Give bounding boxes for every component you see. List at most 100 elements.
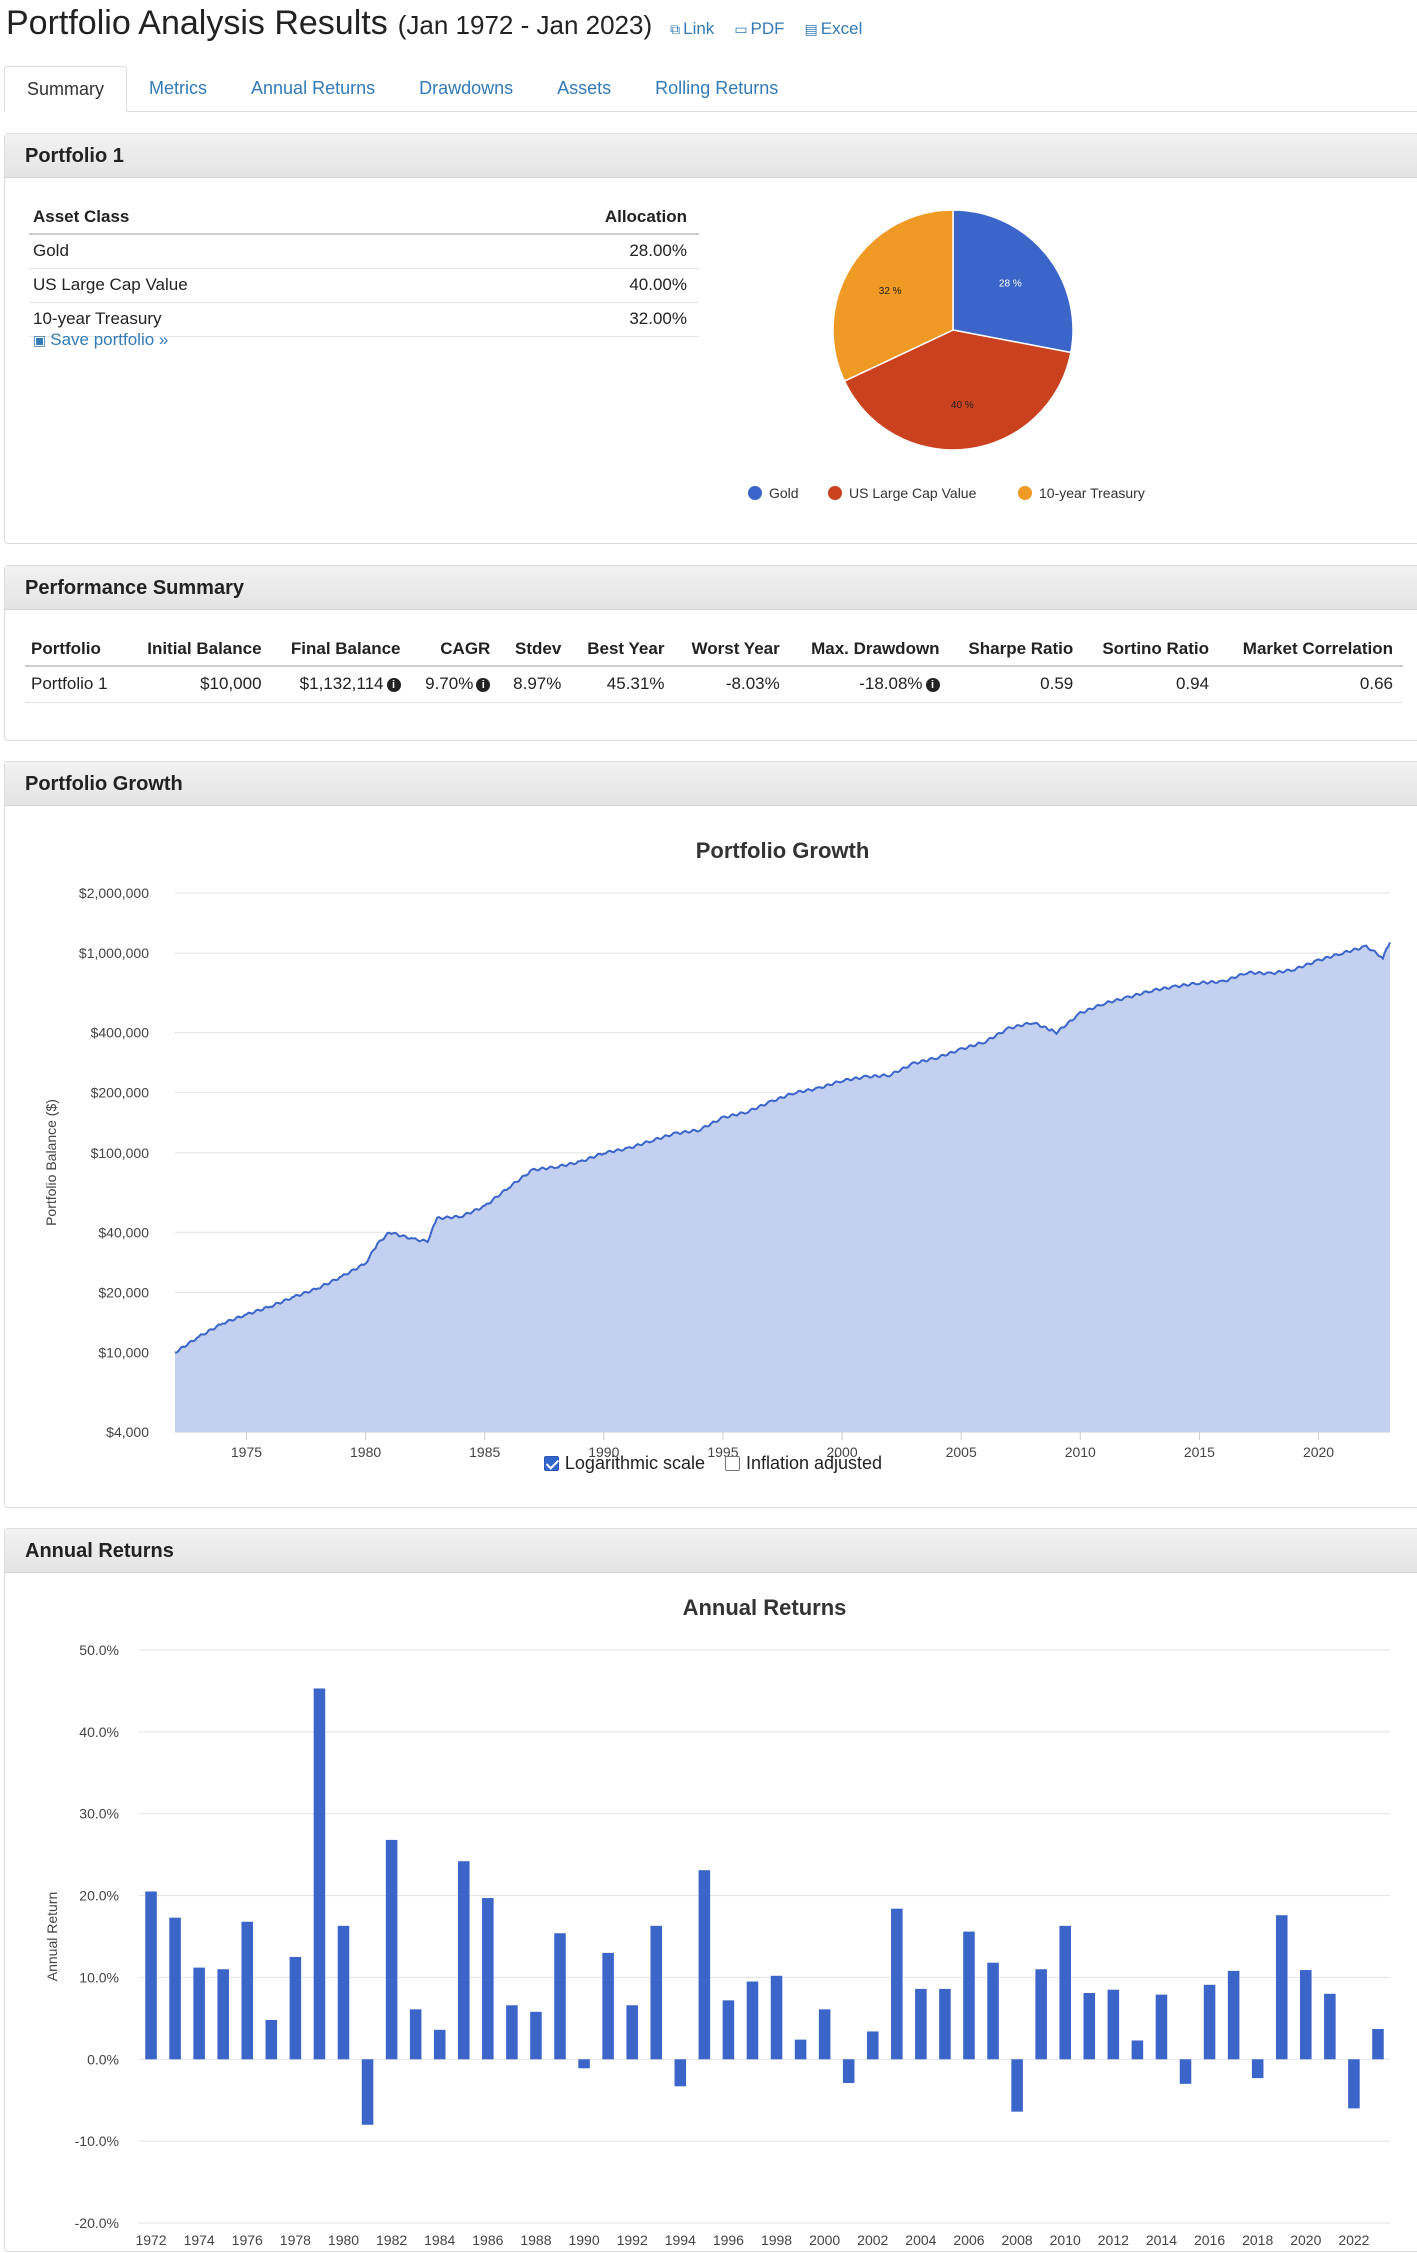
x-tick-label: 2014: [1146, 2232, 1177, 2248]
annual-return-bar[interactable]: [1131, 2040, 1144, 2060]
asset-allocation: 32.00%: [446, 302, 699, 337]
log-scale-checkbox[interactable]: Logarithmic scale: [543, 1453, 705, 1474]
annual-return-bar[interactable]: [217, 1969, 229, 2060]
annual-return-bar[interactable]: [722, 2000, 735, 2060]
annual-return-bar[interactable]: [1372, 2028, 1384, 2060]
x-tick-label: 2020: [1290, 2232, 1321, 2248]
annual-return-bar[interactable]: [1011, 2059, 1023, 2112]
pie-slice: [832, 209, 954, 383]
annual-return-bar[interactable]: [193, 1967, 205, 2060]
col-stdev: Stdev: [500, 632, 572, 667]
tab-metrics[interactable]: Metrics: [149, 78, 208, 98]
annual-return-bar[interactable]: [145, 1891, 157, 2060]
save-portfolio-link[interactable]: ▣ Save portfolio »: [33, 330, 169, 349]
x-tick-label: 1975: [231, 1444, 262, 1458]
annual-return-bar[interactable]: [313, 1688, 326, 2060]
annual-return-bar[interactable]: [746, 1981, 759, 2060]
annual-return-bar[interactable]: [361, 2059, 374, 2125]
legend-label[interactable]: US Large Cap Value: [849, 485, 977, 501]
annual-return-bar[interactable]: [891, 1908, 903, 2060]
x-tick-label: 1988: [520, 2232, 551, 2248]
legend-label[interactable]: 10-year Treasury: [1039, 485, 1145, 501]
x-tick-label: 1972: [135, 2232, 166, 2248]
annual-return-bar[interactable]: [1203, 1984, 1216, 2060]
annual-return-bar[interactable]: [265, 2019, 278, 2060]
inflation-adjusted-checkbox[interactable]: Inflation adjusted: [724, 1453, 882, 1474]
y-tick-label: $200,000: [91, 1085, 150, 1101]
annual-return-bar[interactable]: [1275, 1915, 1288, 2060]
annual-return-bar[interactable]: [698, 1870, 711, 2060]
info-icon[interactable]: i: [925, 677, 940, 692]
table-row: Gold 28.00%: [29, 234, 699, 269]
tab-assets[interactable]: Assets: [557, 78, 612, 98]
annual-return-bar[interactable]: [458, 1861, 470, 2060]
annual-return-bar[interactable]: [1324, 1993, 1336, 2060]
annual-return-bar[interactable]: [385, 1839, 398, 2060]
annual-return-bar[interactable]: [794, 2039, 807, 2060]
tab-drawdowns[interactable]: Drawdowns: [419, 78, 514, 98]
col-cagr: CAGR: [410, 632, 501, 667]
annual-return-bar[interactable]: [1227, 1970, 1240, 2060]
annual-return-bar[interactable]: [770, 1975, 783, 2060]
growth-panel: Portfolio Growth Portfolio Growth $2,000,…: [4, 761, 1417, 1508]
max-drawdown-cell: -18.08% i: [789, 666, 950, 703]
asset-name: Gold: [29, 234, 447, 269]
tab-annual-returns[interactable]: Annual Returns: [251, 78, 376, 98]
annual-return-bar[interactable]: [482, 1898, 494, 2060]
annual-return-bar[interactable]: [409, 2009, 422, 2060]
annual-return-bar[interactable]: [866, 2031, 879, 2060]
link-button[interactable]: ⧉ Link: [670, 19, 715, 38]
annual-return-bar[interactable]: [650, 1925, 663, 2060]
annual-return-bar[interactable]: [1348, 2059, 1360, 2109]
annual-return-bar[interactable]: [987, 1962, 999, 2060]
sortino-ratio: 0.94: [1083, 666, 1220, 703]
annual-return-bar[interactable]: [433, 2029, 446, 2060]
annual-return-bar[interactable]: [1059, 1925, 1071, 2060]
annual-return-bar[interactable]: [1107, 1989, 1120, 2060]
pdf-button[interactable]: ▭ PDF: [734, 19, 785, 38]
col-best-year: Best Year: [571, 632, 675, 667]
pie-slice-label: 32 %: [879, 286, 902, 297]
annual-return-bar[interactable]: [578, 2059, 590, 2069]
info-icon[interactable]: i: [476, 677, 491, 692]
export-links: ⧉ Link ▭ PDF ▤ Excel: [670, 19, 862, 39]
annual-return-bar[interactable]: [169, 1917, 181, 2060]
annual-return-bar[interactable]: [1251, 2059, 1264, 2079]
annual-return-bar[interactable]: [915, 1988, 927, 2060]
annual-return-bar[interactable]: [1179, 2059, 1192, 2084]
annual-return-bar[interactable]: [337, 1925, 350, 2060]
annual-return-bar[interactable]: [842, 2059, 855, 2084]
annual-return-bar[interactable]: [674, 2059, 687, 2087]
annual-return-bar[interactable]: [1300, 1970, 1312, 2060]
annual-return-bar[interactable]: [602, 1952, 614, 2060]
tab-summary[interactable]: Summary: [4, 66, 128, 112]
annual-return-bar[interactable]: [818, 2009, 831, 2060]
annual-return-bar[interactable]: [939, 1988, 951, 2060]
annual-return-bar[interactable]: [963, 1931, 975, 2060]
annual-return-bar[interactable]: [626, 2005, 638, 2060]
asset-name: 10-year Treasury: [29, 302, 447, 337]
info-icon[interactable]: i: [386, 677, 401, 692]
annual-return-bar[interactable]: [530, 2011, 542, 2060]
asset-class-header: Asset Class: [29, 200, 447, 235]
checkbox-unchecked-icon: [724, 1456, 740, 1471]
legend-label[interactable]: Gold: [769, 485, 799, 501]
excel-button[interactable]: ▤ Excel: [804, 19, 863, 38]
x-tick-label: 1976: [232, 2232, 263, 2248]
x-tick-label: 2000: [826, 1444, 857, 1458]
pie-slice-label: 40 %: [951, 400, 974, 411]
annual-return-bar[interactable]: [506, 2005, 518, 2060]
initial-balance: $10,000: [127, 666, 272, 703]
annual-return-bar[interactable]: [1155, 1994, 1168, 2060]
tab-rolling-returns[interactable]: Rolling Returns: [655, 78, 779, 98]
chart-options: Logarithmic scale Inflation adjusted: [5, 1453, 1417, 1474]
annual-return-bar[interactable]: [241, 1921, 254, 2060]
annual-return-bar[interactable]: [554, 1933, 566, 2060]
annual-return-bar[interactable]: [1083, 1992, 1096, 2060]
annual-return-bar[interactable]: [289, 1956, 302, 2060]
allocation-table: Asset Class Allocation Gold 28.00% US La…: [29, 200, 699, 337]
pie-slice: [952, 209, 1074, 354]
x-tick-label: 2004: [905, 2232, 936, 2248]
annual-return-bar[interactable]: [1035, 1969, 1047, 2060]
annual-returns-chart: Annual Returns 50.0% 40.0% 30.0% 20.0% 10.0% 0…: [44, 1595, 1390, 2248]
